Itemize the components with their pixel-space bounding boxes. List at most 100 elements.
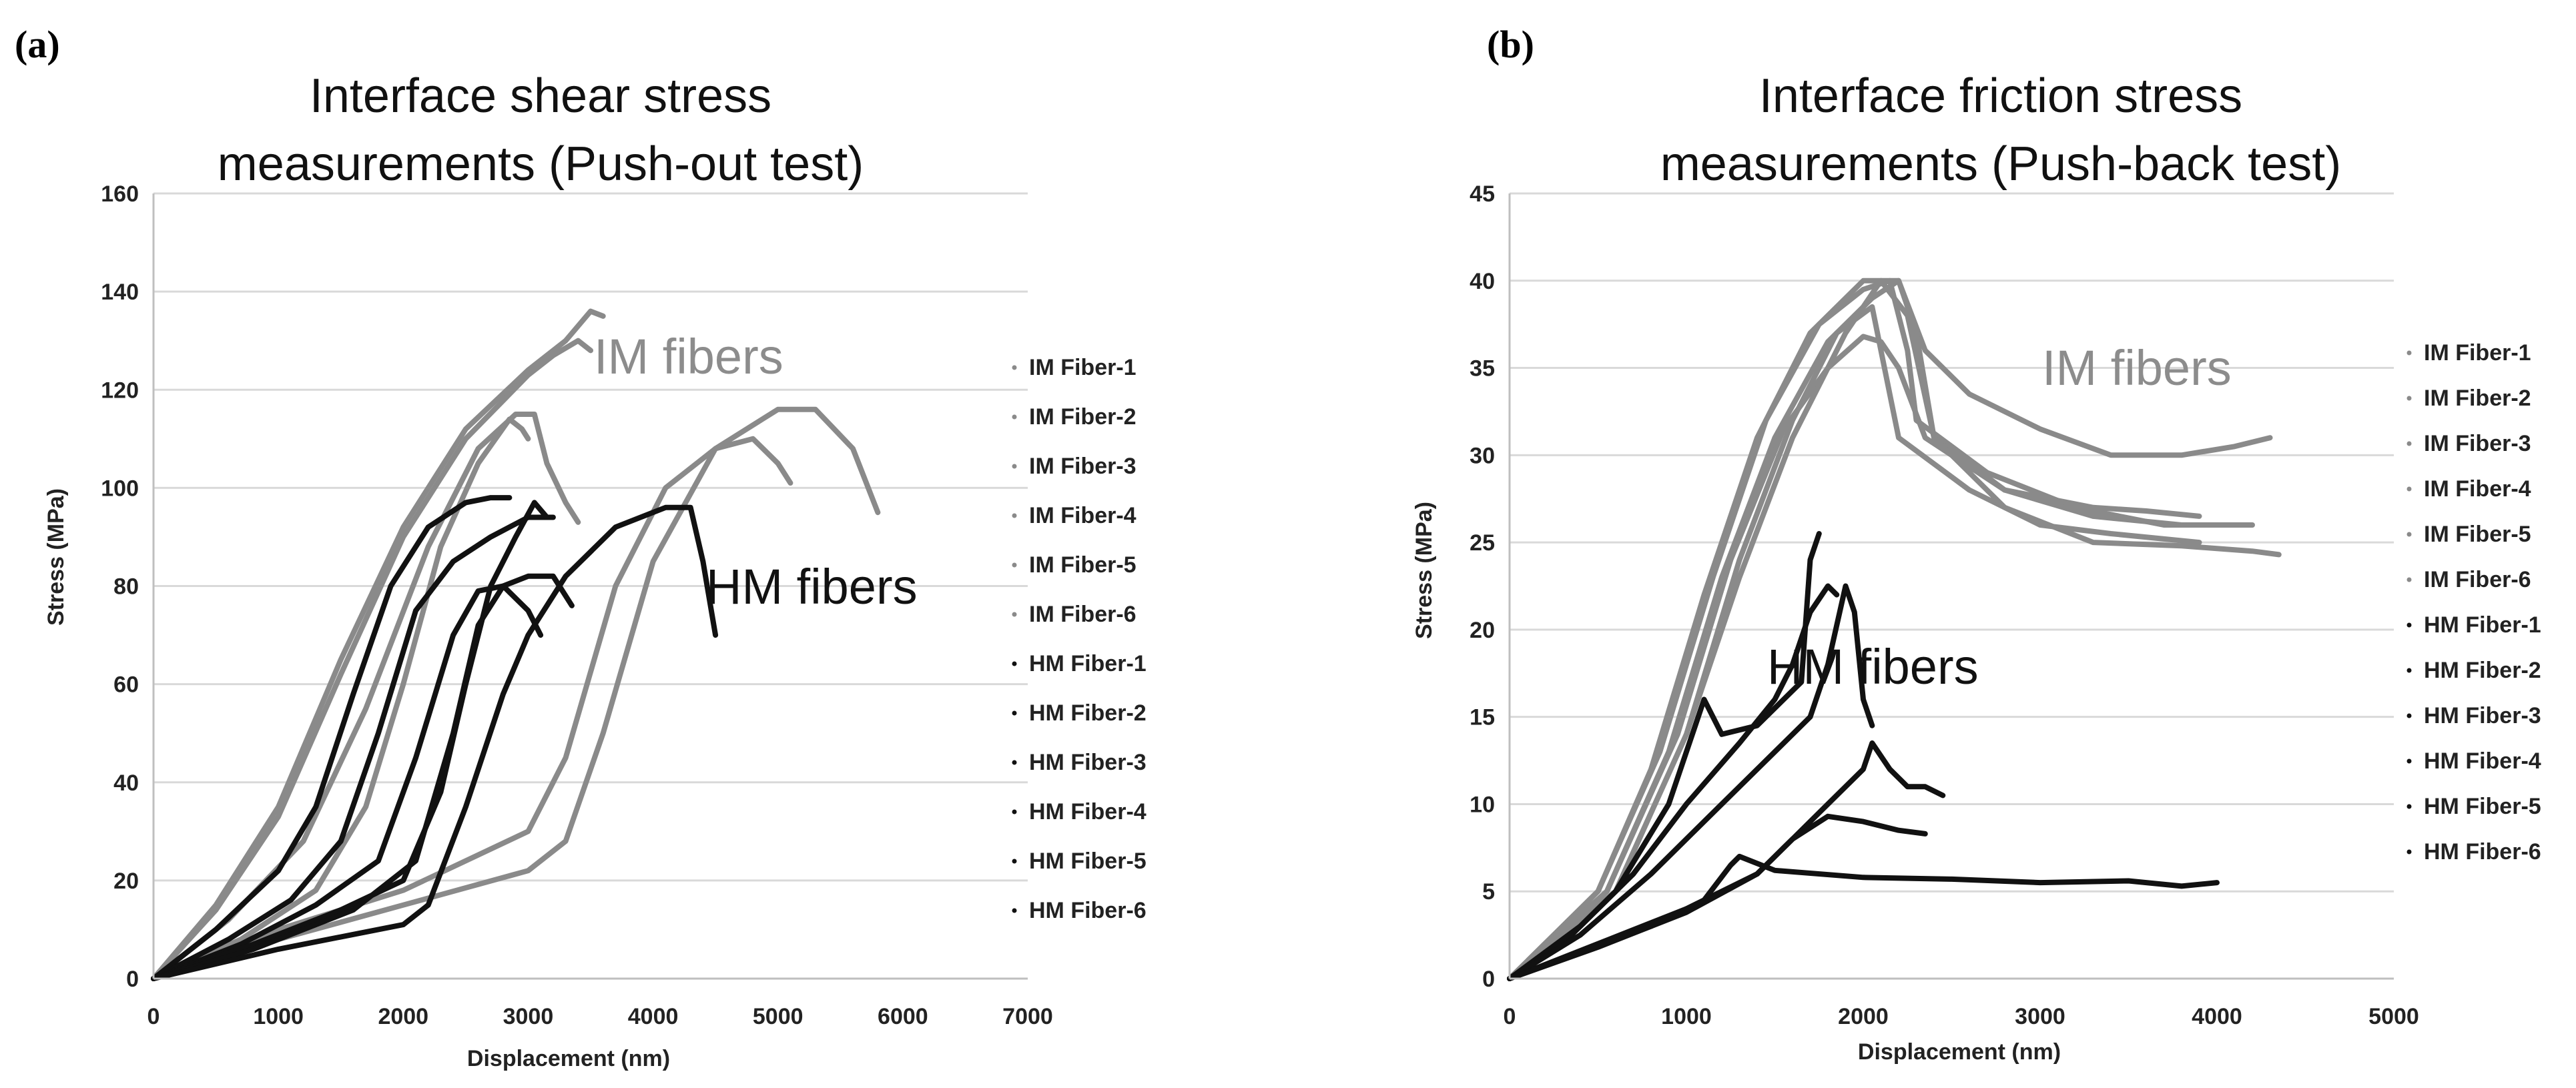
y-tick-label: 0 [126,967,139,992]
series-line-hm-fiber-2 [151,514,556,981]
legend-item-im-fiber-1: IM Fiber-1 [1029,355,1137,380]
legend-item-im-fiber-4: IM Fiber-4 [1029,503,1137,528]
x-tick-label: 4000 [628,1004,679,1029]
series-line-hm-fiber-1 [151,495,513,981]
panel-a-legend: IM Fiber-1 IM Fiber-2 IM Fiber-3 IM Fiber-4… [1012,355,1147,923]
legend-marker-hm-fiber-5 [1012,859,1017,864]
legend-item-im-fiber-3: IM Fiber-3 [2424,431,2531,456]
legend-item-hm-fiber-2: HM Fiber-2 [1029,700,1147,726]
series-line-hm-fiber-2 [1507,583,1840,981]
y-tick-label: 40 [1470,269,1495,294]
x-tick-label: 0 [1504,1004,1516,1029]
y-tick-label: 20 [113,869,139,894]
panel-b-label: (b) [1487,23,1534,66]
panel-b-tick-labels: 0 5 10 15 20 25 30 35 40 45 0 1000 2000 3000 4000 5000 [1470,181,2419,1029]
y-tick-label: 10 [1470,792,1495,817]
legend-item-hm-fiber-3: HM Fiber-3 [1029,750,1147,775]
panel-b-hm-fibers-annotation: HM fibers [1767,639,1979,694]
legend-marker-hm-fiber-4 [1012,809,1017,814]
legend-item-im-fiber-5: IM Fiber-5 [1029,552,1137,578]
legend-item-im-fiber-3: IM Fiber-3 [1029,454,1137,479]
y-tick-label: 140 [101,280,139,305]
y-tick-label: 160 [101,181,139,207]
legend-marker-hm-fiber-3 [1012,760,1017,765]
panel-a-gridlines [153,192,1028,882]
legend-marker-im-fiber-1 [2406,350,2412,356]
series-line-hm-fiber-3 [1507,583,1875,981]
legend-item-im-fiber-2: IM Fiber-2 [1029,404,1137,430]
series-line-im-fiber-4 [151,416,531,981]
x-tick-label: 1000 [1661,1004,1712,1029]
series-line-hm-fiber-3 [151,583,544,981]
panel-a-label: (a) [15,23,60,66]
legend-marker-hm-fiber-6 [2406,849,2412,855]
legend-marker-hm-fiber-2 [2406,668,2412,673]
series-line-im-fiber-1 [151,308,606,981]
legend-marker-hm-fiber-1 [2406,622,2412,628]
series-line-hm-fiber-6 [151,504,719,981]
legend-marker-im-fiber-5 [1012,562,1017,568]
x-tick-label: 3000 [503,1004,554,1029]
x-tick-label: 3000 [2015,1004,2065,1029]
y-tick-label: 100 [101,476,139,501]
x-tick-label: 4000 [2192,1004,2242,1029]
legend-item-hm-fiber-4: HM Fiber-4 [1029,799,1147,825]
panel-a-im-fibers-annotation: IM fibers [594,329,783,384]
legend-item-hm-fiber-1: HM Fiber-1 [2424,612,2541,638]
panel-a-title-line-1: Interface shear stress [310,69,771,123]
legend-marker-im-fiber-6 [2406,577,2412,582]
panel-b-gridlines [1510,192,2394,893]
legend-item-hm-fiber-3: HM Fiber-3 [2424,703,2541,728]
panel-a-tick-labels: 0 20 40 60 80 100 120 140 160 0 1000 2000 3000 4000 50… [101,181,1053,1029]
y-tick-label: 40 [113,770,139,796]
panel-b-title-line-2: measurements (Push-back test) [1660,137,2341,191]
x-tick-label: 1000 [253,1004,304,1029]
legend-marker-hm-fiber-4 [2406,758,2412,764]
y-tick-label: 45 [1470,181,1495,207]
panel-a-title-line-2: measurements (Push-out test) [218,137,864,191]
legend-item-hm-fiber-1: HM Fiber-1 [1029,651,1147,676]
legend-marker-hm-fiber-3 [2406,713,2412,718]
panel-a-series [151,308,881,981]
series-line-im-fiber-6 [151,406,881,981]
legend-marker-im-fiber-3 [1012,464,1017,469]
series-line-im-fiber-6 [1507,278,2282,981]
legend-item-hm-fiber-5: HM Fiber-5 [1029,849,1147,874]
legend-marker-im-fiber-4 [1012,513,1017,518]
legend-marker-im-fiber-6 [1012,612,1017,617]
panel-a-y-axis-label: Stress (MPa) [43,488,69,626]
y-tick-label: 5 [1482,879,1495,905]
panel-a-hm-fibers-annotation: HM fibers [706,559,918,614]
y-tick-label: 30 [1470,443,1495,468]
y-tick-label: 80 [113,574,139,600]
y-tick-label: 15 [1470,705,1495,730]
panel-a-x-axis-label: Displacement (nm) [467,1046,670,1071]
legend-marker-hm-fiber-2 [1012,710,1017,716]
x-tick-label: 7000 [1002,1004,1053,1029]
legend-item-im-fiber-2: IM Fiber-2 [2424,386,2531,411]
legend-marker-im-fiber-5 [2406,532,2412,537]
legend-marker-im-fiber-3 [2406,441,2412,446]
panel-a-chart: (a) Interface shear stress measurements … [15,23,1147,1071]
panel-b-im-fibers-annotation: IM fibers [2042,340,2232,396]
x-tick-label: 5000 [2368,1004,2419,1029]
y-tick-label: 25 [1470,530,1495,556]
legend-marker-im-fiber-4 [2406,486,2412,492]
legend-item-hm-fiber-6: HM Fiber-6 [1029,898,1147,923]
legend-item-im-fiber-6: IM Fiber-6 [1029,602,1137,627]
panel-b-axes [1508,193,2394,980]
panel-a-axes [152,193,1028,980]
legend-marker-hm-fiber-6 [1012,908,1017,913]
legend-marker-hm-fiber-5 [2406,804,2412,809]
legend-item-im-fiber-1: IM Fiber-1 [2424,340,2531,366]
x-tick-label: 6000 [878,1004,928,1029]
legend-marker-im-fiber-1 [1012,365,1017,370]
y-tick-label: 120 [101,378,139,403]
legend-item-hm-fiber-4: HM Fiber-4 [2424,748,2541,774]
x-tick-label: 5000 [753,1004,803,1029]
series-line-im-fiber-4 [1507,334,2202,981]
series-line-hm-fiber-4 [1507,740,1946,981]
legend-marker-hm-fiber-1 [1012,661,1017,666]
legend-item-hm-fiber-5: HM Fiber-5 [2424,794,2541,819]
